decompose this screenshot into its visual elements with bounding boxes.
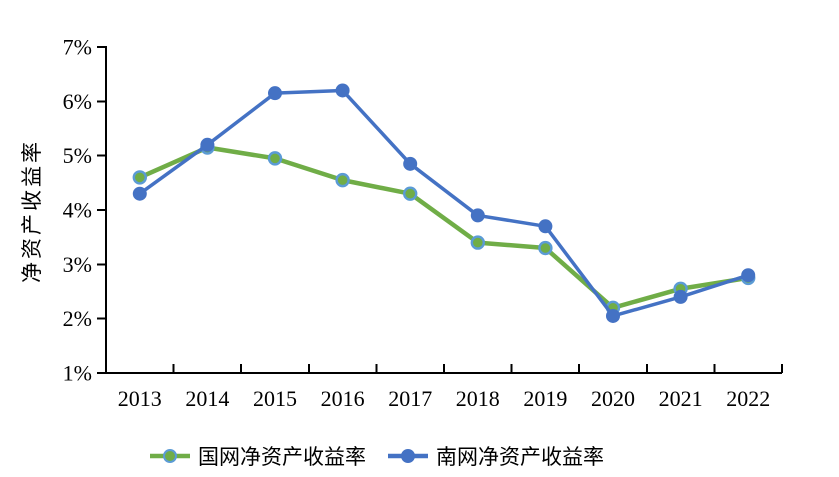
data-point-marker xyxy=(267,151,283,166)
data-point-marker xyxy=(132,170,148,185)
x-tick-label: 2015 xyxy=(253,386,297,411)
legend-line-marker-icon xyxy=(150,449,190,463)
data-point-marker xyxy=(673,289,688,304)
legend-line-marker-icon xyxy=(388,449,428,463)
legend: 国网净资产收益率 南网净资产收益率 xyxy=(150,441,604,471)
data-point-marker xyxy=(606,308,620,323)
x-tick-label: 2020 xyxy=(591,386,635,411)
y-tick-label: 5% xyxy=(63,143,92,168)
x-tick-label: 2019 xyxy=(523,386,567,411)
x-tick-label: 2017 xyxy=(388,386,432,411)
y-tick-label: 6% xyxy=(63,89,92,114)
data-point-marker xyxy=(538,219,553,234)
data-point-marker xyxy=(470,208,485,223)
data-point-marker xyxy=(403,156,418,171)
data-point-marker xyxy=(268,86,282,101)
y-tick-label: 1% xyxy=(63,361,92,386)
y-tick-label: 7% xyxy=(63,35,92,60)
x-tick-label: 2016 xyxy=(321,386,365,411)
data-point-marker xyxy=(335,83,350,98)
data-point-marker xyxy=(470,235,485,250)
legend-label: 国网净资产收益率 xyxy=(198,445,366,469)
legend-label: 南网净资产收益率 xyxy=(436,445,604,469)
data-point-marker xyxy=(200,137,215,152)
data-point-marker xyxy=(538,240,553,256)
series-line-0 xyxy=(137,145,751,311)
data-point-marker xyxy=(741,268,756,283)
legend-item-guowang: 国网净资产收益率 xyxy=(150,441,366,471)
series-line-1 xyxy=(138,88,750,318)
x-tick-label: 2021 xyxy=(659,386,703,411)
data-point-marker xyxy=(403,186,418,201)
x-tick-label: 2013 xyxy=(118,386,162,411)
y-tick-label: 3% xyxy=(63,252,92,277)
data-point-marker xyxy=(132,186,147,201)
x-tick-label: 2022 xyxy=(726,386,770,411)
x-tick-label: 2018 xyxy=(456,386,500,411)
legend-item-nanwang: 南网净资产收益率 xyxy=(388,441,604,471)
x-tick-label: 2014 xyxy=(185,386,229,411)
y-tick-label: 4% xyxy=(63,198,92,223)
y-tick-label: 2% xyxy=(63,306,92,331)
data-point-marker xyxy=(335,172,350,188)
